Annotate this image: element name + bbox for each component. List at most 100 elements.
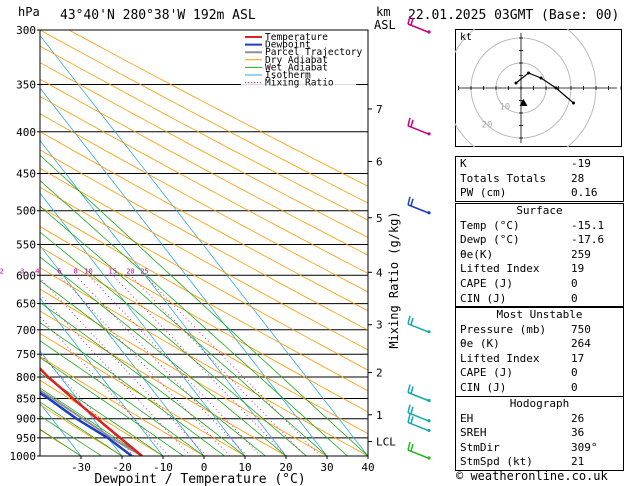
temperature-line bbox=[40, 366, 143, 456]
dry-adiabat-line bbox=[40, 310, 287, 456]
mu-thetae-value: 264 bbox=[571, 337, 591, 351]
dry-adiabat-line bbox=[40, 131, 368, 312]
sreh-value: 36 bbox=[571, 426, 585, 440]
hodograph-params-title: Hodograph bbox=[509, 397, 570, 410]
surface-temp-value: -15.1 bbox=[571, 218, 605, 232]
mixing-ratio-label: 8 bbox=[74, 267, 78, 275]
x-axis-label: Dewpoint / Temperature (°C) bbox=[94, 472, 305, 486]
isotherm-line bbox=[40, 192, 246, 456]
dry-adiabat-line bbox=[40, 379, 164, 456]
mixing-ratio-label: 20 bbox=[126, 267, 134, 275]
wind-barb-staff bbox=[407, 323, 429, 333]
wet-adiabat-line bbox=[40, 387, 143, 456]
temperature-tick-label: 0 bbox=[201, 461, 208, 474]
wind-barb-flag bbox=[410, 416, 414, 424]
wind-barb-flag bbox=[407, 196, 411, 205]
pressure-tick-label: 850 bbox=[16, 392, 36, 405]
dry-adiabat-line bbox=[40, 113, 368, 293]
surface-li-value: 19 bbox=[571, 262, 585, 276]
stmspd-value: 21 bbox=[571, 455, 585, 469]
hodograph-params-panel: Hodograph EH 26 SREH 36 StmDir 309° StmSpd … bbox=[455, 396, 624, 471]
dry-adiabat-line bbox=[40, 149, 368, 331]
surface-panel: Surface Temp (°C) -15.1 Dewp (°C) -17.6 θe… bbox=[455, 203, 624, 308]
dry-adiabat-line bbox=[68, 30, 368, 187]
pressure-tick-label: 450 bbox=[16, 167, 36, 180]
wind-barb-flag bbox=[407, 15, 411, 25]
isotherm-line bbox=[40, 245, 205, 456]
wind-barb-staff bbox=[407, 449, 429, 459]
mixing-ratio-label: 4 bbox=[35, 267, 39, 275]
hodograph-ring-label: 20 bbox=[482, 120, 493, 130]
pressure-tick-label: 650 bbox=[16, 298, 36, 311]
stmdir-label: StmDir bbox=[460, 440, 500, 454]
eh-label: EH bbox=[460, 411, 474, 425]
pressure-tick-label: 900 bbox=[16, 413, 36, 426]
surface-cape-value: 0 bbox=[571, 276, 578, 290]
temperature-tick-label: 10 bbox=[238, 461, 251, 474]
pressure-tick-label: 500 bbox=[16, 205, 36, 218]
dry-adiabat-line bbox=[40, 332, 246, 456]
wind-barb-staff bbox=[407, 391, 429, 402]
mixing-ratio-axis-label: Mixing Ratio (g/kg) bbox=[387, 211, 401, 348]
surface-dewp-label: Dewp (°C) bbox=[460, 233, 520, 247]
dry-adiabat-line bbox=[40, 167, 368, 351]
km-tick-label: 1 bbox=[376, 409, 383, 422]
wind-barb-flag bbox=[407, 315, 411, 324]
surface-cin-label: CIN (J) bbox=[460, 291, 507, 305]
mixing-ratio-line bbox=[40, 293, 191, 456]
pressure-tick-label: 950 bbox=[16, 432, 36, 445]
temperature-tick-label: -30 bbox=[71, 461, 91, 474]
mu-pressure-label: Pressure (mb) bbox=[460, 322, 547, 336]
wind-barb-flag bbox=[410, 317, 414, 326]
pressure-unit-label: hPa bbox=[18, 5, 40, 19]
wet-adiabat-line bbox=[40, 154, 368, 456]
km-tick-label: 3 bbox=[376, 319, 383, 332]
temperature-tick-label: 30 bbox=[320, 461, 333, 474]
surface-temp-label: Temp (°C) bbox=[460, 218, 520, 232]
isotherm-line bbox=[40, 297, 164, 456]
surface-cin-value: 0 bbox=[571, 291, 578, 305]
wet-adiabat-line bbox=[40, 372, 164, 456]
dry-adiabat-line bbox=[40, 267, 368, 456]
most-unstable-panel: Most Unstable Pressure (mb) 750 θe (K) 264… bbox=[455, 307, 624, 397]
wind-barb-flag bbox=[410, 386, 414, 394]
pressure-tick-label: 550 bbox=[16, 238, 36, 251]
legend-label: Wet Adiabat bbox=[265, 62, 328, 73]
asl-unit-label: ASL bbox=[374, 18, 396, 32]
wind-barb-flag bbox=[407, 117, 411, 126]
legend-label: Parcel Trajectory bbox=[265, 47, 363, 58]
dry-adiabat-line bbox=[40, 30, 368, 204]
hodograph-point bbox=[539, 76, 543, 80]
wind-barb-dot bbox=[427, 211, 431, 215]
mixing-ratio-line bbox=[144, 275, 321, 456]
mu-thetae-label: θe (K) bbox=[460, 337, 500, 351]
surface-cape-label: CAPE (J) bbox=[460, 276, 513, 290]
mixing-ratio-line bbox=[88, 275, 262, 456]
mixing-ratio-line bbox=[40, 277, 207, 456]
mu-cin-label: CIN (J) bbox=[460, 380, 507, 394]
surface-thetae-label: θe(K) bbox=[460, 247, 494, 261]
dry-adiabat-line bbox=[40, 356, 205, 456]
wind-barb-staff bbox=[407, 421, 429, 432]
wind-barb-flag bbox=[407, 404, 411, 413]
km-tick-label: 5 bbox=[376, 212, 383, 225]
dewpoint-line bbox=[40, 391, 133, 456]
dry-adiabat-line bbox=[40, 404, 123, 456]
pressure-tick-label: 400 bbox=[16, 126, 36, 139]
legend-label: Dewpoint bbox=[265, 40, 311, 51]
dry-adiabat-line bbox=[40, 45, 368, 221]
km-unit-label: km bbox=[376, 5, 391, 19]
pressure-tick-label: 800 bbox=[16, 371, 36, 384]
wind-barb-dot bbox=[427, 132, 431, 136]
mixing-ratio-label: 15 bbox=[109, 267, 117, 275]
wet-adiabat-line bbox=[40, 401, 123, 456]
totals-totals-value: 28 bbox=[571, 171, 585, 185]
wind-barb-staff bbox=[407, 204, 429, 214]
pressure-tick-label: 750 bbox=[16, 348, 36, 361]
wind-barb-flag bbox=[410, 406, 414, 414]
mu-pressure-value: 750 bbox=[571, 322, 591, 336]
dry-adiabat-line bbox=[40, 288, 328, 456]
km-tick-label: 6 bbox=[376, 155, 383, 168]
hodograph-ring-label: 10 bbox=[499, 103, 510, 113]
pressure-tick-label: 700 bbox=[16, 324, 36, 337]
